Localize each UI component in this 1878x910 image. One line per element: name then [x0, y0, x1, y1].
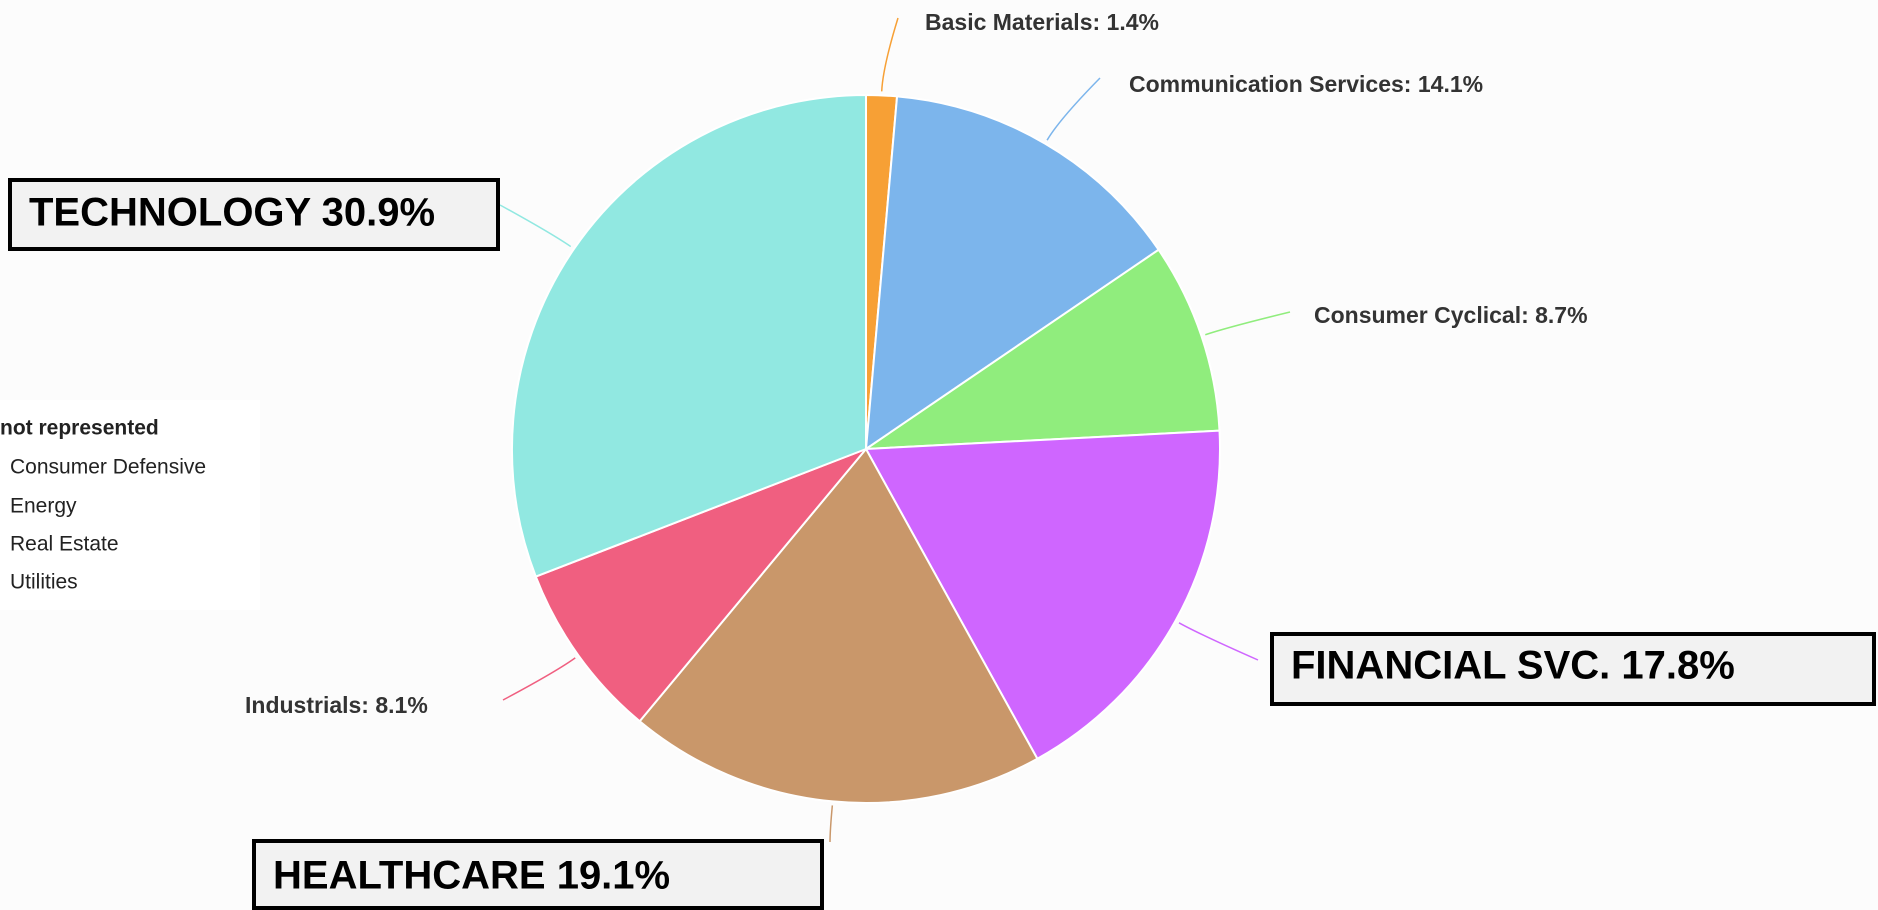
pie-slice	[511, 93, 867, 578]
data-label: Industrials: 8.1%	[245, 692, 428, 718]
not-represented-item: Consumer Defensive	[10, 456, 206, 479]
data-label: Consumer Cyclical: 8.7%	[1314, 302, 1588, 328]
connector	[1178, 622, 1259, 661]
pie-slice	[862, 248, 1221, 451]
side-panel	[0, 400, 260, 610]
connector	[1046, 77, 1101, 141]
pie-slice	[864, 95, 1160, 452]
connector	[829, 805, 834, 843]
data-label: Communication Services: 14.1%	[1129, 71, 1483, 97]
data-label: TECHNOLOGY 30.9%	[29, 191, 435, 235]
label-box	[8, 178, 500, 251]
pie-slice	[638, 447, 1039, 804]
connector	[1205, 311, 1291, 336]
label-box	[1270, 632, 1876, 706]
not-represented-item: Energy	[10, 495, 77, 518]
data-label: FINANCIAL SVC. 17.8%	[1291, 644, 1735, 688]
data-label: Basic Materials: 1.4%	[925, 9, 1159, 35]
not-represented-item: Utilities	[10, 571, 78, 594]
label-box	[252, 839, 824, 910]
not-represented-title: not represented	[0, 417, 159, 440]
pie-slice	[534, 446, 870, 723]
connector	[880, 17, 899, 92]
pie-slice	[864, 429, 1221, 761]
connector	[499, 204, 572, 248]
not-represented-item: Real Estate	[10, 533, 119, 556]
connector	[502, 657, 576, 701]
data-label: HEALTHCARE 19.1%	[273, 854, 670, 898]
